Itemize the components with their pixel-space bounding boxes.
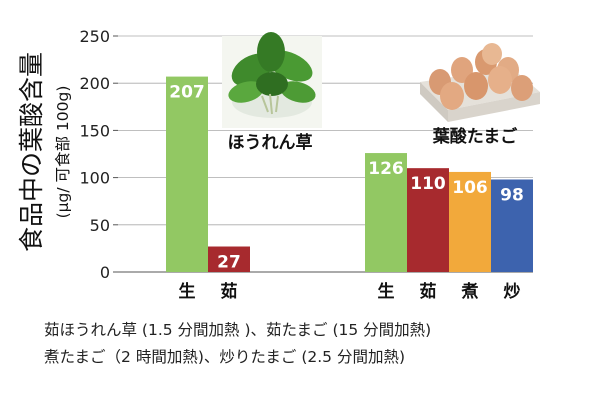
x-tick-label-1-0: 生 — [378, 281, 395, 302]
caption-line-2: 煮たまご（2 時間加熱)、炒りたまご (2.5 分間加熱) — [44, 348, 406, 366]
bar-1-3 — [491, 179, 533, 272]
bar-1-2 — [449, 171, 491, 272]
data-label-1-2: 106 — [452, 178, 488, 198]
x-tick-label-1-3: 炒 — [504, 282, 521, 302]
data-label-0-1: 27 — [217, 253, 241, 273]
y-axis-title: 食品中の葉酸含量 — [17, 52, 46, 252]
y-tick-label-0: 0 — [100, 263, 110, 282]
bar-1-1 — [407, 168, 449, 272]
x-tick-label-0-1: 茹 — [221, 281, 238, 302]
x-tick-label-0-0: 生 — [179, 281, 196, 302]
y-axis: 0 50 100 150 200 250 — [79, 27, 118, 282]
data-label-0-0: 207 — [169, 83, 205, 103]
x-tick-label-1-2: 煮 — [461, 282, 479, 302]
x-tick-label-1-1: 茹 — [420, 281, 437, 302]
data-label-1-3: 98 — [500, 185, 524, 205]
group-label-spinach: ほうれん草 — [228, 133, 313, 153]
caption-line-1: 茹ほうれん草 (1.5 分間加熱 )、茹たまご (15 分間加熱) — [44, 321, 432, 339]
y-tick-label-50: 50 — [90, 216, 110, 235]
spinach-photo — [222, 32, 322, 128]
bar-0-1 — [208, 246, 250, 272]
y-tick-label-150: 150 — [79, 121, 110, 140]
eggs-in-carton-photo — [420, 43, 540, 122]
data-label-1-0: 126 — [368, 159, 404, 179]
bar-1-0 — [365, 153, 407, 272]
data-label-1-1: 110 — [410, 174, 446, 194]
bar-0-0 — [166, 76, 208, 272]
bars: 207 27 126 110 106 98 — [166, 76, 533, 273]
x-tick-labels: 生茹生茹煮炒 — [179, 281, 521, 302]
y-axis-unit: (μg/ 可食部 100g) — [54, 86, 72, 219]
group-label-eggs: 葉酸たまご — [432, 126, 518, 147]
y-tick-label-250: 250 — [79, 27, 110, 46]
y-tick-label-200: 200 — [79, 74, 110, 93]
y-tick-label-100: 100 — [79, 169, 110, 188]
